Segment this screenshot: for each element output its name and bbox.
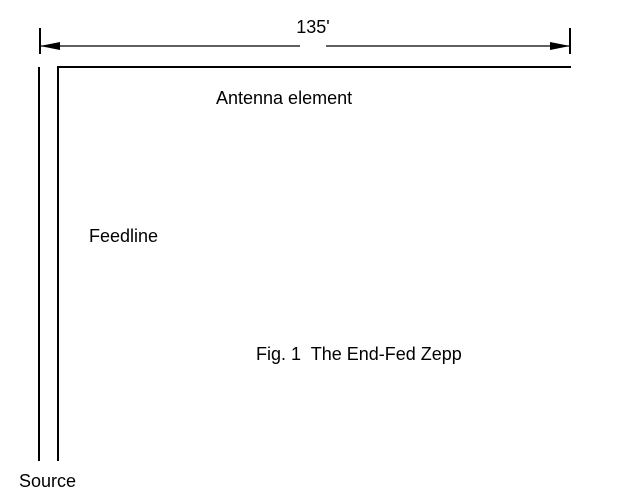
figure-caption: Fig. 1 The End-Fed Zepp [256,344,462,364]
dimension-label: 135' [296,17,329,37]
dimension-arrow-left [40,42,60,50]
dimension-arrow-right [550,42,570,50]
source-label: Source [19,471,76,491]
feedline-label: Feedline [89,226,158,246]
antenna-element-label: Antenna element [216,88,352,108]
